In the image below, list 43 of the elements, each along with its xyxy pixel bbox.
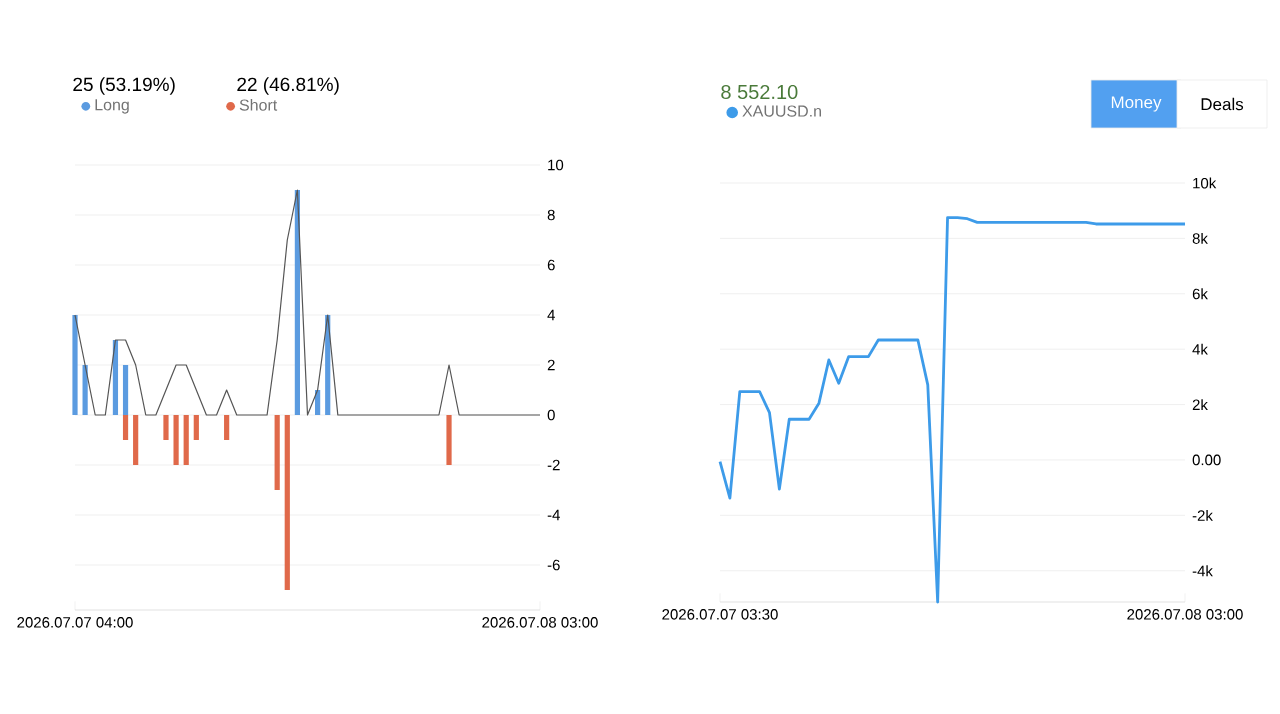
- y-tick-label: 4: [547, 309, 555, 321]
- x-tick-label: 2026.07.07 03:30: [662, 609, 778, 620]
- y-tick-label: 10k: [1193, 177, 1217, 189]
- bar: [122, 415, 129, 440]
- text: Deals: [1201, 97, 1244, 111]
- y-tick-label: -2k: [1192, 509, 1213, 521]
- y-tick-label: 8k: [1192, 232, 1208, 244]
- y-tick-label: -6: [547, 559, 560, 571]
- line-series: [718, 216, 1187, 604]
- text: 25 (53.19%): [73, 77, 175, 95]
- bar: [193, 415, 199, 440]
- y-tick-label: 6: [547, 259, 555, 271]
- y-tick-label: 4k: [1192, 343, 1208, 355]
- legend-label: Short: [239, 98, 278, 111]
- bar: [274, 415, 280, 490]
- y-tick-label: 0.00: [1192, 454, 1221, 466]
- chart-title: 8 552.10: [721, 84, 798, 100]
- y-tick-label: 8: [547, 209, 555, 221]
- y-tick-label: 0: [547, 409, 555, 421]
- y-tick-label: -2: [547, 459, 560, 471]
- y-tick-label: 2: [547, 359, 555, 371]
- text: 22 (46.81%): [237, 77, 339, 95]
- x-tick-label: 2026.07.07 04:00: [17, 617, 133, 628]
- bar: [446, 415, 452, 465]
- y-tick-label: 2k: [1192, 399, 1208, 410]
- bar: [163, 415, 169, 440]
- y-tick-label: -4: [547, 509, 560, 521]
- legend-label: XAUUSD.n: [742, 105, 821, 117]
- bar: [72, 315, 78, 415]
- bar: [284, 415, 290, 590]
- bar: [183, 415, 189, 465]
- x-tick-label: 2026.07.08 03:00: [1127, 609, 1243, 620]
- y-tick-label: 10: [548, 159, 564, 171]
- bar: [173, 415, 179, 465]
- y-tick-label: 6k: [1192, 288, 1208, 300]
- bar: [82, 365, 88, 415]
- legend-label: Long: [95, 99, 129, 114]
- bar: [224, 415, 230, 440]
- x-tick-label: 2026.07.08 03:00: [482, 617, 598, 628]
- text: Money: [1111, 96, 1162, 112]
- bar: [133, 415, 139, 465]
- y-tick-label: -4k: [1192, 565, 1213, 577]
- bar: [122, 365, 129, 415]
